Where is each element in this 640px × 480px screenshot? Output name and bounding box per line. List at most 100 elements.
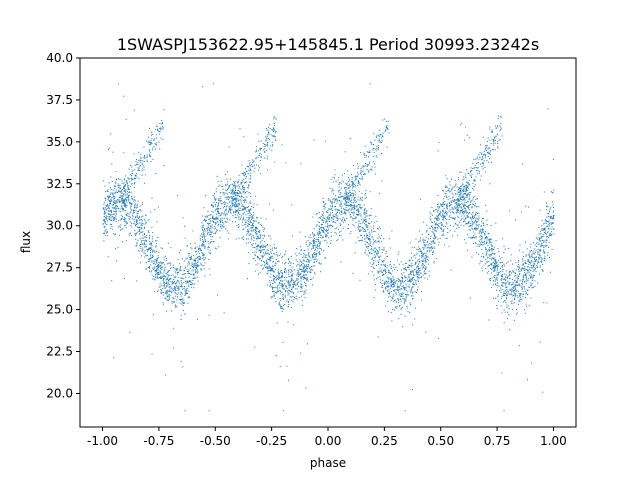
data-point — [519, 267, 521, 269]
data-point — [360, 218, 362, 220]
data-point — [441, 228, 442, 230]
data-point — [156, 269, 158, 271]
data-point — [388, 286, 390, 288]
data-point — [392, 300, 394, 302]
data-point — [442, 230, 444, 231]
data-point — [367, 236, 369, 238]
data-point — [380, 255, 382, 257]
data-point — [278, 261, 280, 263]
data-point — [472, 236, 474, 238]
data-point — [510, 288, 512, 290]
data-point — [164, 297, 166, 299]
data-point — [541, 236, 543, 237]
data-point — [114, 219, 115, 221]
data-point — [174, 277, 176, 279]
data-point — [211, 226, 213, 228]
data-point — [212, 194, 214, 196]
data-point — [394, 282, 396, 284]
data-point — [208, 218, 210, 220]
data-point — [316, 224, 318, 226]
data-point — [138, 217, 140, 219]
data-point — [147, 220, 149, 222]
data-point — [494, 278, 496, 280]
data-point — [291, 287, 293, 289]
data-point — [162, 278, 164, 280]
data-point — [492, 253, 494, 255]
data-point — [531, 287, 533, 289]
data-point — [427, 260, 429, 262]
data-point — [452, 217, 454, 219]
data-point — [221, 212, 223, 214]
data-point — [146, 234, 148, 236]
data-point — [438, 214, 439, 216]
data-point — [113, 207, 115, 209]
data-point — [226, 217, 228, 219]
data-point — [419, 261, 421, 263]
data-point — [204, 245, 206, 247]
data-point — [243, 208, 245, 210]
data-point — [524, 290, 526, 292]
data-point — [234, 204, 236, 206]
data-point — [110, 214, 112, 216]
data-point — [148, 231, 150, 233]
data-point — [485, 231, 486, 233]
data-point — [287, 292, 289, 294]
data-point — [212, 216, 213, 218]
data-point — [402, 281, 404, 283]
data-point — [406, 293, 408, 295]
data-point — [249, 200, 251, 202]
data-point — [133, 196, 135, 198]
data-point — [398, 294, 400, 296]
data-point — [546, 205, 548, 207]
data-point — [383, 269, 385, 271]
data-point — [187, 263, 189, 265]
data-point — [230, 189, 232, 191]
data-point — [189, 253, 190, 255]
data-point — [166, 273, 168, 275]
data-point — [463, 204, 465, 206]
data-point — [446, 207, 448, 209]
data-point — [269, 285, 271, 287]
data-point — [395, 293, 397, 295]
data-point — [209, 253, 211, 255]
data-point — [290, 255, 292, 257]
data-point — [338, 176, 340, 178]
data-point — [454, 190, 456, 192]
data-point — [332, 212, 333, 213]
data-point — [447, 232, 449, 233]
data-point — [243, 200, 245, 202]
data-point — [295, 288, 297, 290]
data-point — [500, 291, 502, 293]
data-point — [249, 217, 251, 219]
data-point — [424, 273, 426, 275]
data-point — [256, 233, 258, 235]
data-point — [382, 261, 383, 262]
data-point — [229, 207, 231, 209]
data-point — [175, 285, 177, 287]
data-point — [135, 219, 137, 221]
data-point — [407, 294, 409, 296]
data-point — [505, 262, 507, 264]
data-point — [188, 285, 190, 287]
data-point — [377, 228, 378, 229]
data-point — [394, 290, 396, 292]
data-point — [171, 282, 173, 284]
data-point — [311, 254, 313, 256]
data-point — [481, 249, 483, 251]
data-point — [339, 218, 341, 220]
data-point — [102, 207, 104, 209]
data-point — [281, 307, 283, 309]
data-point — [267, 249, 269, 251]
data-point — [298, 275, 300, 277]
data-point — [218, 198, 220, 200]
data-point — [424, 240, 426, 241]
data-point — [349, 214, 351, 216]
data-point — [487, 256, 489, 258]
data-point — [130, 205, 132, 207]
data-point — [431, 227, 433, 229]
data-point — [191, 273, 193, 275]
data-point — [437, 206, 439, 208]
data-point — [223, 218, 225, 219]
data-point — [104, 197, 106, 199]
data-point — [468, 216, 470, 218]
